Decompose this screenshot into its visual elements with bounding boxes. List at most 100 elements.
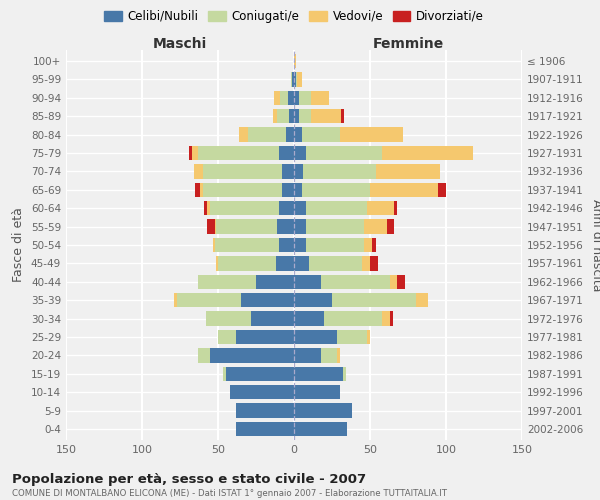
Bar (390, 274, 397, 289)
Bar (294, 182, 302, 197)
Bar (337, 348, 340, 362)
Bar (214, 238, 215, 252)
Bar (303, 164, 376, 178)
Bar (294, 238, 306, 252)
Bar (343, 366, 346, 381)
Bar (208, 201, 211, 216)
Legend: Celibi/Nubili, Coniugati/e, Vedovi/e, Divorziati/e: Celibi/Nubili, Coniugati/e, Vedovi/e, Di… (99, 5, 489, 28)
Bar (256, 274, 294, 289)
Bar (198, 146, 279, 160)
Bar (236, 422, 294, 436)
Bar (282, 182, 294, 197)
Bar (294, 274, 322, 289)
Bar (362, 256, 370, 270)
Text: Maschi: Maschi (153, 37, 207, 51)
Bar (390, 312, 393, 326)
Bar (294, 312, 325, 326)
Bar (387, 220, 394, 234)
Bar (367, 330, 370, 344)
Bar (294, 422, 347, 436)
Text: Femmine: Femmine (373, 37, 443, 51)
Bar (294, 72, 296, 86)
Bar (282, 164, 294, 178)
Bar (341, 109, 344, 124)
Bar (416, 293, 428, 308)
Bar (226, 366, 294, 381)
Bar (215, 220, 217, 234)
Bar (306, 201, 367, 216)
Bar (332, 293, 416, 308)
Bar (376, 164, 440, 178)
Bar (289, 109, 294, 124)
Bar (294, 385, 340, 400)
Bar (208, 220, 215, 234)
Bar (291, 72, 292, 86)
Bar (211, 201, 279, 216)
Bar (371, 238, 376, 252)
Y-axis label: Fasce di età: Fasce di età (13, 208, 25, 282)
Bar (279, 238, 294, 252)
Bar (294, 220, 306, 234)
Bar (217, 256, 218, 270)
Bar (198, 274, 256, 289)
Bar (277, 220, 294, 234)
Bar (211, 348, 294, 362)
Bar (206, 312, 251, 326)
Bar (294, 256, 309, 270)
Bar (322, 348, 337, 362)
Bar (364, 220, 387, 234)
Bar (279, 201, 294, 216)
Bar (294, 404, 352, 417)
Bar (251, 312, 294, 326)
Bar (382, 312, 390, 326)
Bar (174, 293, 177, 308)
Bar (218, 256, 276, 270)
Bar (294, 201, 306, 216)
Bar (370, 256, 377, 270)
Bar (302, 128, 340, 142)
Bar (394, 201, 397, 216)
Bar (203, 164, 282, 178)
Bar (194, 164, 203, 178)
Bar (200, 182, 203, 197)
Bar (306, 146, 382, 160)
Bar (382, 146, 473, 160)
Bar (195, 182, 200, 197)
Bar (294, 330, 337, 344)
Bar (294, 90, 299, 105)
Bar (248, 128, 286, 142)
Bar (299, 109, 311, 124)
Text: Popolazione per età, sesso e stato civile - 2007: Popolazione per età, sesso e stato civil… (12, 472, 366, 486)
Bar (439, 182, 446, 197)
Bar (276, 256, 294, 270)
Bar (294, 128, 302, 142)
Bar (241, 293, 294, 308)
Bar (309, 256, 362, 270)
Bar (370, 182, 439, 197)
Bar (223, 366, 226, 381)
Bar (294, 109, 299, 124)
Bar (294, 164, 303, 178)
Bar (218, 330, 236, 344)
Bar (294, 293, 332, 308)
Bar (306, 220, 364, 234)
Bar (273, 109, 277, 124)
Bar (230, 385, 294, 400)
Bar (294, 366, 343, 381)
Bar (236, 404, 294, 417)
Bar (397, 274, 405, 289)
Bar (205, 201, 208, 216)
Bar (340, 128, 403, 142)
Bar (279, 146, 294, 160)
Bar (294, 348, 322, 362)
Bar (274, 90, 280, 105)
Bar (280, 90, 288, 105)
Bar (292, 72, 294, 86)
Bar (296, 72, 297, 86)
Bar (236, 330, 294, 344)
Bar (299, 90, 311, 105)
Bar (364, 238, 371, 252)
Bar (367, 201, 394, 216)
Bar (198, 348, 211, 362)
Bar (177, 293, 241, 308)
